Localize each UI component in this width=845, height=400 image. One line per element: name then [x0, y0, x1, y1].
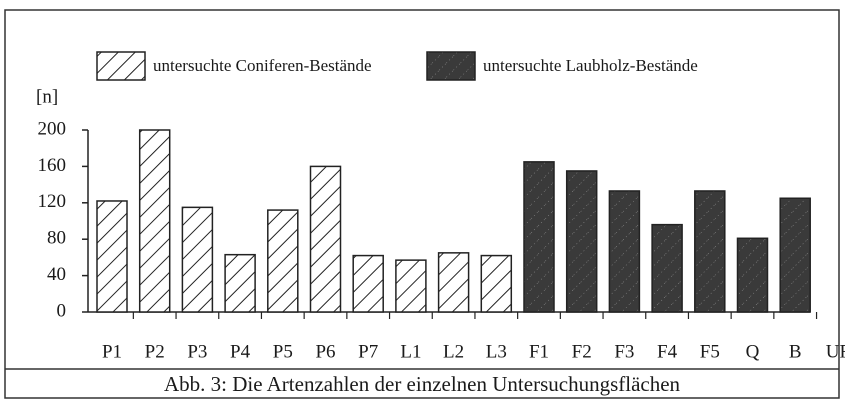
y-tick-label: 120 [38, 191, 67, 212]
y-tick-label: 200 [38, 118, 67, 139]
x-tick-label: F3 [614, 341, 634, 362]
x-tick-label: L3 [486, 341, 507, 362]
x-tick-label: Q [746, 341, 760, 362]
bar [96, 200, 128, 313]
bar [779, 197, 811, 313]
frame [4, 9, 840, 399]
x-tick-label: P4 [230, 341, 251, 362]
caption: Abb. 3: Die Artenzahlen der einzelnen Un… [164, 372, 681, 396]
y-tick-label: 40 [47, 264, 66, 285]
bar [523, 161, 555, 313]
y-tick-label: 0 [57, 300, 67, 321]
y-tick-label: 80 [47, 228, 66, 249]
bar [352, 254, 384, 313]
x-tick-label: L1 [400, 341, 421, 362]
legend-swatch [426, 51, 476, 81]
x-tick-label: UF [826, 341, 845, 362]
bar [138, 129, 171, 313]
bar [694, 190, 726, 313]
y-tick-label: 160 [38, 155, 67, 176]
bar [736, 237, 769, 313]
x-tick-label: B [789, 341, 802, 362]
x-tick-label: P3 [187, 341, 207, 362]
bar [224, 253, 256, 313]
x-tick-label: F5 [700, 341, 720, 362]
x-tick-label: F4 [657, 341, 678, 362]
x-tick-label: P7 [358, 341, 378, 362]
x-tick-label: P1 [102, 341, 122, 362]
x-tick-label: P5 [273, 341, 293, 362]
bar [395, 259, 427, 313]
bar [181, 206, 214, 313]
x-tick-label: P2 [145, 341, 165, 362]
bar [565, 170, 598, 313]
x-tick-label: F2 [572, 341, 592, 362]
legend-swatch [96, 51, 146, 81]
bar [309, 165, 342, 313]
bar [480, 254, 513, 313]
bar [437, 252, 470, 313]
x-tick-label: F1 [529, 341, 549, 362]
bar [267, 209, 299, 313]
x-tick-label: L2 [443, 341, 464, 362]
x-tick-label: P6 [315, 341, 335, 362]
bar [608, 190, 641, 313]
legend-label: untersuchte Laubholz-Bestände [483, 56, 698, 75]
legend-label: untersuchte Coniferen-Bestände [153, 56, 372, 75]
bar [651, 223, 683, 313]
y-axis-label: [n] [36, 86, 58, 107]
